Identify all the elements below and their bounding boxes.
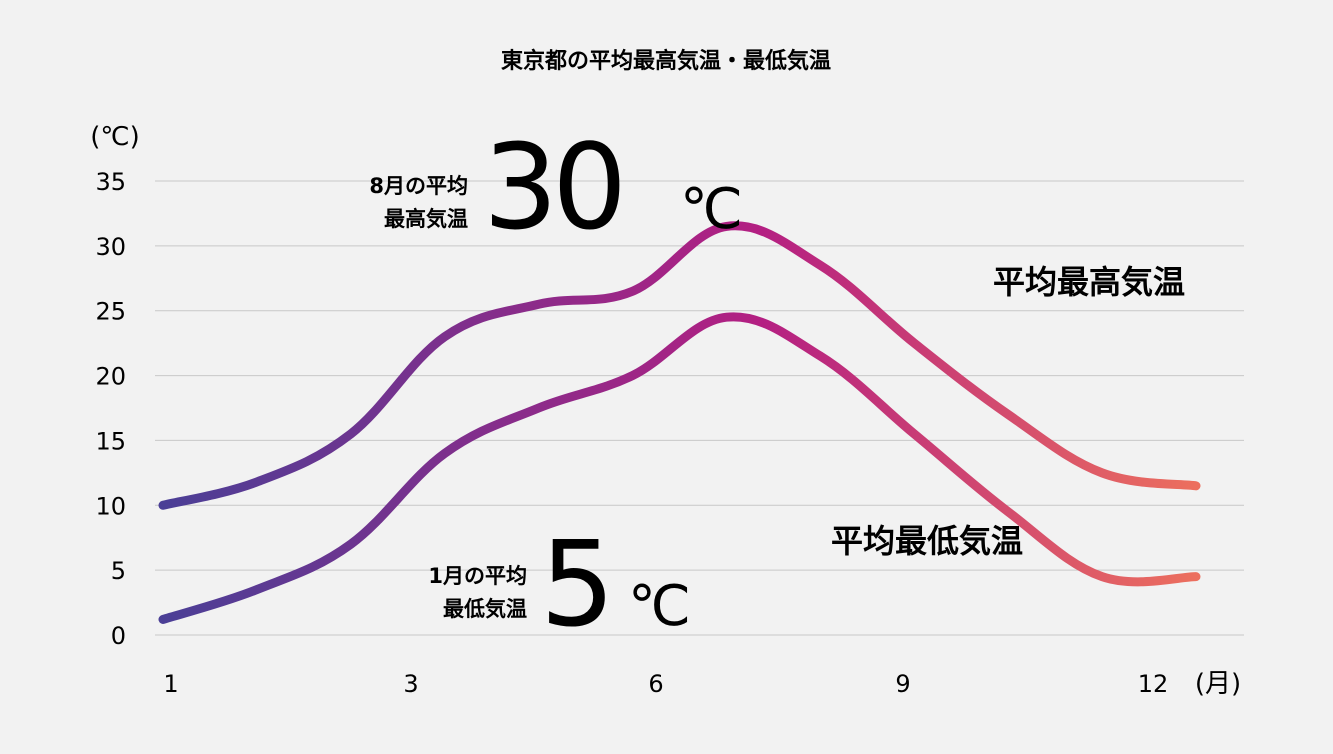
y-tick-label: 25 [95,298,126,326]
y-tick-label: 35 [95,168,126,196]
annotation-min-line1: 1月の平均 [428,564,527,588]
y-tick-label: 30 [95,233,126,261]
annotation-min-value: 5 [540,515,615,653]
x-tick-label: 9 [895,670,910,698]
y-tick-label: 15 [95,427,126,455]
chart-title: 東京都の平均最高気温・最低気温 [501,48,831,74]
y-tick-label: 10 [95,492,126,520]
y-tick-label: 5 [111,557,126,585]
annotation-max-line1: 8月の平均 [369,174,468,198]
x-tick-label: 1 [163,670,178,698]
x-tick-label: 3 [403,670,418,698]
series-label-min-temp: 平均最低気温 [831,522,1023,560]
y-tick-label: 20 [95,363,126,391]
annotation-max-value: 30 [483,118,621,256]
y-axis-unit-label: (℃) [90,122,140,152]
annotation-min-line2: 最低気温 [443,597,527,621]
series-line-min-temp [158,312,1201,624]
annotation-max-unit: ℃ [680,177,743,242]
series-line-max-temp [158,221,1201,510]
annotation-max-line2: 最高気温 [384,207,468,231]
x-tick-label: 6 [648,670,663,698]
x-axis-unit-label: (月) [1195,669,1241,699]
x-tick-label: 12 [1138,670,1169,698]
series-label-max-temp: 平均最高気温 [993,263,1185,301]
y-tick-labels: 35 30 25 20 15 10 5 0 [95,168,126,650]
y-tick-label: 0 [111,622,126,650]
annotation-min-unit: ℃ [628,574,691,639]
x-tick-labels: 1 3 6 9 12 [163,670,1168,698]
